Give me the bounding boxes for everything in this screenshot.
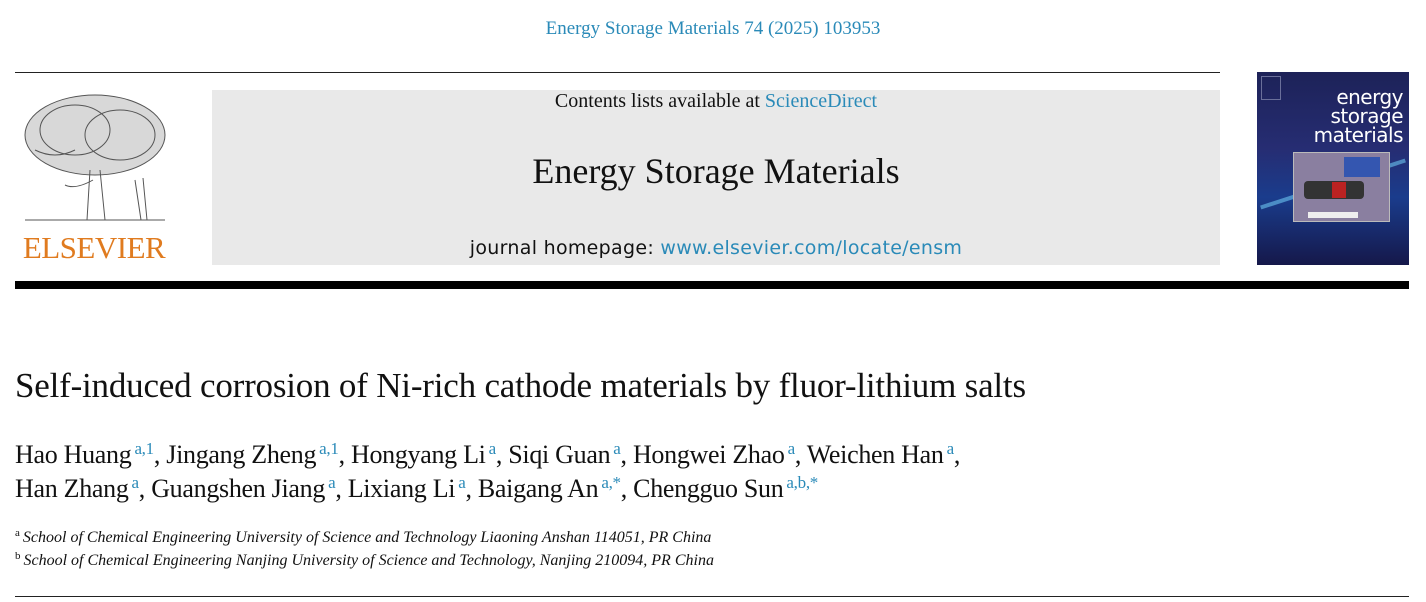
cover-title: energy storage materials bbox=[1313, 85, 1404, 147]
author[interactable]: Guangshen Jiang a bbox=[151, 473, 336, 503]
homepage-prefix: journal homepage: bbox=[469, 237, 661, 259]
cover-title-line: materials bbox=[1313, 123, 1404, 147]
cover-elsevier-icon bbox=[1261, 76, 1281, 100]
journal-banner: Contents lists available at ScienceDirec… bbox=[212, 90, 1220, 265]
author[interactable]: Han Zhang a bbox=[15, 473, 139, 503]
elsevier-wordmark: ELSEVIER bbox=[22, 230, 166, 265]
cover-title-line: storage bbox=[1330, 104, 1404, 128]
author[interactable]: Lixiang Li a bbox=[347, 473, 466, 503]
author[interactable]: Jingang Zheng a,1 bbox=[166, 439, 339, 469]
article-title: Self-induced corrosion of Ni-rich cathod… bbox=[15, 366, 1026, 405]
affiliation: b School of Chemical Engineering Nanjing … bbox=[15, 550, 714, 570]
elsevier-logo[interactable]: ELSEVIER bbox=[15, 90, 173, 266]
contents-prefix: Contents lists available at bbox=[554, 90, 765, 112]
author[interactable]: Hao Huang a,1 bbox=[15, 439, 154, 469]
affiliation-label: a bbox=[15, 527, 20, 539]
author[interactable]: Hongyang Li a bbox=[350, 439, 496, 469]
contents-line: Contents lists available at ScienceDirec… bbox=[212, 90, 1220, 113]
author[interactable]: Weichen Han a bbox=[806, 439, 954, 469]
author[interactable]: Hongwei Zhao a bbox=[632, 439, 795, 469]
cover-illustration bbox=[1293, 152, 1390, 222]
bottom-divider bbox=[15, 596, 1409, 597]
cover-title-line: energy bbox=[1336, 85, 1403, 109]
elsevier-tree-icon bbox=[24, 94, 166, 221]
affiliation: a School of Chemical Engineering Universi… bbox=[15, 527, 712, 547]
author[interactable]: Baigang An a,* bbox=[477, 473, 621, 503]
header-divider bbox=[15, 281, 1409, 289]
author-list-line-1: Hao Huang a,1, Jingang Zheng a,1, Hongyang… bbox=[15, 439, 961, 469]
affiliation-text: School of Chemical Engineering Nanjing U… bbox=[23, 552, 714, 569]
affiliation-text: School of Chemical Engineering Universit… bbox=[22, 529, 712, 546]
journal-citation[interactable]: Energy Storage Materials 74 (2025) 10395… bbox=[545, 18, 881, 39]
journal-name: Energy Storage Materials bbox=[532, 151, 900, 191]
homepage-line: journal homepage: www.elsevier.com/locat… bbox=[212, 237, 1220, 259]
journal-cover-image[interactable]: energy storage materials bbox=[1257, 72, 1409, 265]
author[interactable]: Siqi Guan a bbox=[508, 439, 621, 469]
sciencedirect-link[interactable]: ScienceDirect bbox=[764, 90, 878, 112]
author[interactable]: Chengguo Sun a,b,* bbox=[633, 473, 818, 503]
homepage-link[interactable]: www.elsevier.com/locate/ensm bbox=[660, 237, 963, 259]
top-divider bbox=[15, 72, 1220, 73]
author-list-line-2: Han Zhang a, Guangshen Jiang a, Lixiang Li… bbox=[15, 473, 818, 503]
affiliation-label: b bbox=[15, 550, 21, 562]
